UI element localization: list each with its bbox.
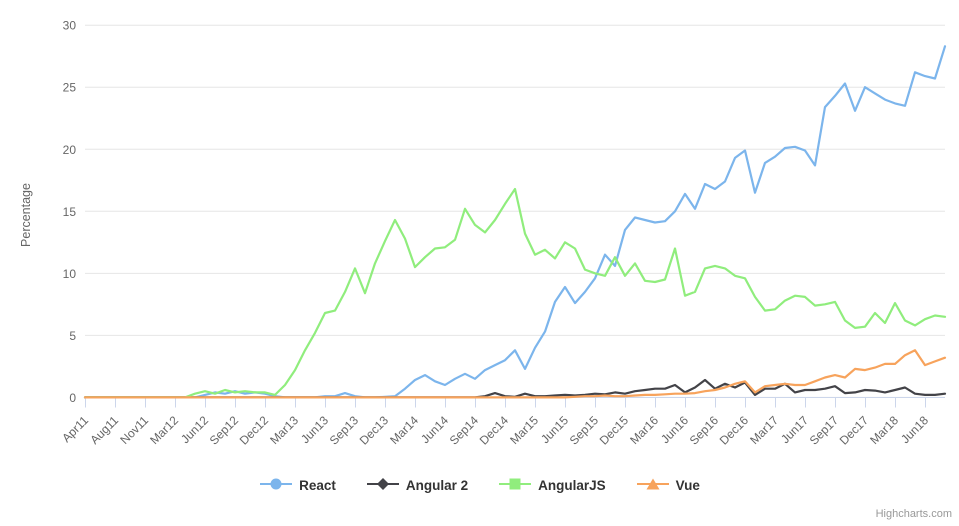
highcharts-credit-link[interactable]: Highcharts.com xyxy=(875,508,952,520)
x-axis-label: Mar15 xyxy=(507,413,541,447)
x-axis-label: Dec14 xyxy=(477,413,512,448)
y-axis-label: 10 xyxy=(63,267,77,281)
legend-item-angularjs[interactable]: AngularJS xyxy=(498,476,606,495)
x-axis-label: Mar12 xyxy=(147,413,181,447)
square-marker-icon xyxy=(498,476,532,495)
x-axis-label: Jun15 xyxy=(538,413,571,446)
x-axis-label: Jun18 xyxy=(898,413,931,446)
y-axis-label: 5 xyxy=(69,329,76,343)
circle-marker-icon xyxy=(259,476,293,495)
diamond-marker-icon xyxy=(366,476,400,495)
x-axis-label: Sep17 xyxy=(807,413,842,448)
y-axis-label: 30 xyxy=(63,19,77,33)
chart-legend: React Angular 2 AngularJS Vue xyxy=(0,474,959,496)
y-axis-label: 25 xyxy=(63,81,77,95)
y-axis-label: 20 xyxy=(63,143,77,157)
series-line-react[interactable] xyxy=(83,45,947,399)
x-axis-label: Dec15 xyxy=(597,413,632,448)
y-axis-label: 15 xyxy=(63,205,77,219)
triangle-marker-icon xyxy=(636,476,670,495)
legend-label: Angular 2 xyxy=(405,477,469,493)
x-axis-label: Sep16 xyxy=(687,413,722,448)
y-axis-title: Percentage xyxy=(19,183,33,247)
legend-label: AngularJS xyxy=(538,477,606,493)
legend-label: Vue xyxy=(675,477,700,493)
x-axis-label: Apr11 xyxy=(59,413,91,445)
x-axis-label: Jun12 xyxy=(178,413,211,446)
x-axis-label: Mar16 xyxy=(627,413,661,447)
x-axis-label: Nov11 xyxy=(117,413,151,447)
y-axis-label: 0 xyxy=(69,391,76,405)
series-line-angular-2[interactable] xyxy=(83,378,947,399)
x-axis-label: Mar18 xyxy=(867,413,901,447)
x-axis-label: Sep15 xyxy=(567,413,602,448)
x-axis-label: Jun17 xyxy=(778,413,811,446)
series-line-angularjs[interactable] xyxy=(83,187,947,399)
x-axis-label: Jun14 xyxy=(418,413,451,446)
legend-item-angular-2[interactable]: Angular 2 xyxy=(366,476,468,495)
x-axis-label: Dec12 xyxy=(237,413,272,448)
x-axis-label: Dec13 xyxy=(357,413,392,448)
x-axis-label: Jun16 xyxy=(658,413,691,446)
legend-item-vue[interactable]: Vue xyxy=(636,476,700,495)
x-axis-label: Sep14 xyxy=(447,413,482,448)
x-axis-label: Mar13 xyxy=(267,413,301,447)
x-axis-label: Jun13 xyxy=(298,413,331,446)
x-axis-label: Mar14 xyxy=(387,413,421,447)
legend-item-react[interactable]: React xyxy=(259,476,336,495)
x-axis-label: Sep12 xyxy=(207,413,242,448)
x-axis-label: Sep13 xyxy=(327,413,362,448)
x-axis-label: Dec17 xyxy=(837,413,872,448)
x-axis-label: Mar17 xyxy=(747,413,781,447)
legend-label: React xyxy=(299,477,336,493)
series-line-vue[interactable] xyxy=(83,349,947,399)
x-axis-label: Aug11 xyxy=(87,413,121,447)
x-axis-label: Dec16 xyxy=(717,413,752,448)
